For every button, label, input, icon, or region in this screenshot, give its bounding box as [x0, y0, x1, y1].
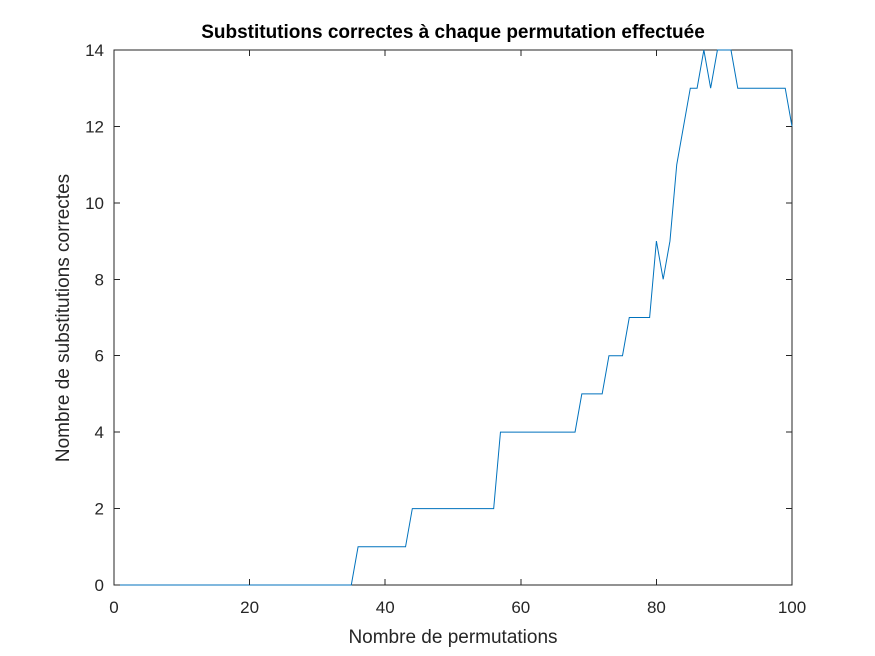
x-tick-label: 40: [376, 598, 395, 617]
y-tick-label: 0: [95, 576, 104, 595]
chart-title: Substitutions correctes à chaque permuta…: [201, 22, 705, 43]
y-tick-label: 2: [95, 500, 104, 519]
x-tick-label: 80: [647, 598, 666, 617]
x-tick-label: 100: [778, 598, 806, 617]
series-line-1: [114, 49, 793, 586]
x-axis: 0 20 40 60 80 100: [109, 50, 806, 617]
y-tick-label: 10: [85, 194, 104, 213]
y-tick-label: 12: [85, 117, 104, 136]
y-axis-label: Nombre de substitutions correctes: [53, 174, 74, 462]
y-tick-label: 4: [95, 423, 104, 442]
x-tick-label: 20: [240, 598, 259, 617]
x-axis-label: Nombre de permutations: [348, 627, 557, 648]
y-tick-label: 14: [85, 41, 104, 60]
y-axis: 0 2 4 6 8 10 12 14: [85, 41, 792, 595]
x-tick-label: 60: [511, 598, 530, 617]
y-tick-label: 6: [95, 347, 104, 366]
y-tick-label: 8: [95, 270, 104, 289]
x-tick-label: 0: [109, 598, 118, 617]
axes-box: [113, 49, 793, 586]
plot-area: [113, 49, 793, 586]
